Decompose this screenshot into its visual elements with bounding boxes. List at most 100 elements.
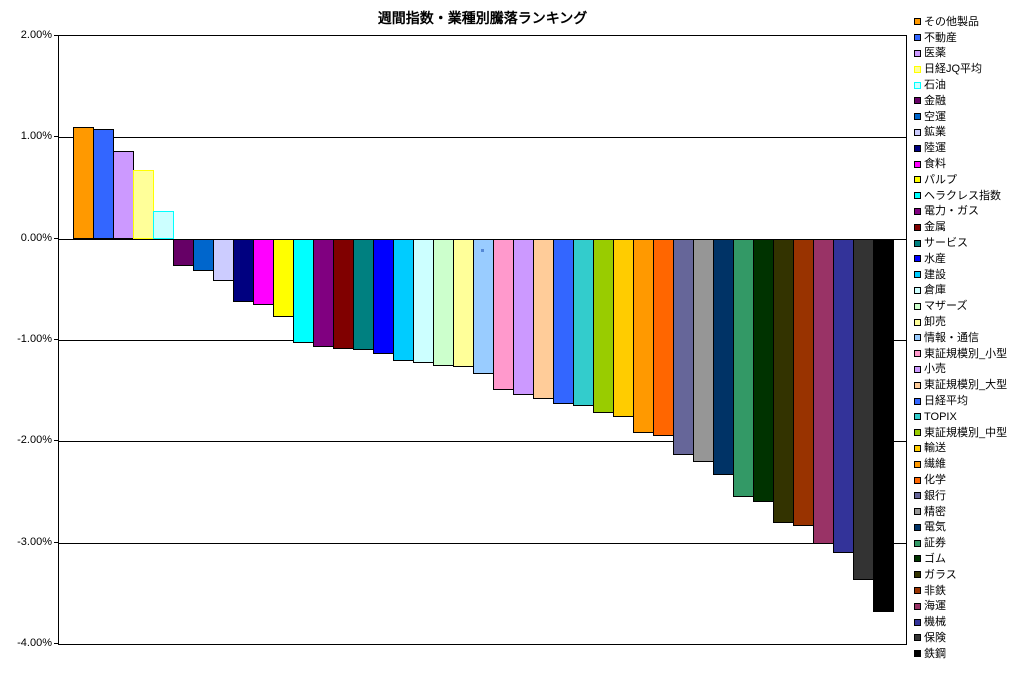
legend-label: 建設 [924,268,946,281]
legend-item: 東証規模別_小型 [914,346,1007,362]
legend-label: サービス [924,237,968,250]
legend-swatch-icon [914,49,921,57]
legend-item: 倉庫 [914,283,1007,299]
legend-swatch-icon [914,97,921,105]
chart-bar [813,239,834,544]
legend-swatch-icon [914,192,921,200]
legend-swatch-icon [914,65,921,73]
chart-bar [393,239,414,361]
chart-bar [253,239,274,305]
y-axis-tick [54,339,58,340]
legend-label: 金属 [924,221,946,234]
legend-swatch-icon [914,587,921,595]
legend-item: 空運 [914,109,1007,125]
legend-swatch-icon [914,144,921,152]
chart-bar [433,239,454,366]
legend-item: 精密 [914,504,1007,520]
y-axis-tick [54,238,58,239]
legend-swatch-icon [914,397,921,405]
legend-item: 輸送 [914,441,1007,457]
gridline [59,543,906,544]
chart-bar [473,239,494,374]
legend-swatch-icon [914,302,921,310]
chart-bar [793,239,814,526]
chart-bar [873,239,894,612]
legend-item: 非鉄 [914,583,1007,599]
legend-item: 電気 [914,520,1007,536]
legend-swatch-icon [914,539,921,547]
legend-swatch-icon [914,350,921,358]
legend-item: 建設 [914,267,1007,283]
chart-bar [413,239,434,363]
legend-label: 機械 [924,616,946,629]
legend-swatch-icon [914,429,921,437]
y-axis-label: -1.00% [17,333,52,345]
legend-label: ヘラクレス指数 [924,189,1001,202]
legend-label: 小売 [924,363,946,376]
legend-item: その他製品 [914,14,1007,30]
legend-item: 金属 [914,219,1007,235]
chart-title: 週間指数・業種別騰落ランキング [377,10,588,26]
y-axis-tick [54,643,58,644]
legend-swatch-icon [914,128,921,136]
legend-label: 保険 [924,631,946,644]
legend-swatch-icon [914,650,921,658]
gridline [59,137,906,138]
legend-item: 情報・通信 [914,330,1007,346]
chart-bar [833,239,854,553]
legend-item: 繊維 [914,456,1007,472]
y-axis-label: 0.00% [20,232,52,244]
chart-bar [593,239,614,413]
legend-item: ヘラクレス指数 [914,188,1007,204]
chart-bar [493,239,514,390]
chart-bar [753,239,774,502]
chart-bar [73,127,94,239]
legend-swatch-icon [914,239,921,247]
legend-item: 機械 [914,614,1007,630]
plot-area [58,35,907,645]
legend-swatch-icon [914,34,921,42]
chart-bar [353,239,374,350]
legend-swatch-icon [914,634,921,642]
legend-swatch-icon [914,160,921,168]
legend-swatch-icon [914,255,921,263]
chart-bar [133,170,154,239]
legend-item: 医薬 [914,46,1007,62]
legend-swatch-icon [914,318,921,326]
chart-bar [773,239,794,523]
legend-label: 空運 [924,110,946,123]
legend-label: 金融 [924,94,946,107]
legend-label: 陸運 [924,142,946,155]
legend-swatch-icon [914,176,921,184]
legend-label: 電力・ガス [924,205,979,218]
legend-item: 鉄鋼 [914,646,1007,662]
legend-label: 東証規模別_小型 [924,347,1008,360]
chart-bar [293,239,314,343]
legend-swatch-icon [914,365,921,373]
legend-item: パルプ [914,172,1007,188]
legend-label: 証券 [924,537,946,550]
legend-label: ゴム [924,552,946,565]
legend-swatch-icon [914,618,921,626]
legend-swatch-icon [914,286,921,294]
chart-bar [853,239,874,580]
legend-label: 海運 [924,600,946,613]
screen-artifact-dot [481,249,484,252]
legend-label: 食料 [924,158,946,171]
legend-label: 水産 [924,252,946,265]
legend-label: 繊維 [924,458,946,471]
legend-item: 証券 [914,535,1007,551]
legend-label: 日経JQ平均 [924,63,983,76]
legend-label: 鉄鋼 [924,647,946,660]
chart-bar [513,239,534,395]
chart-bar [93,129,114,239]
legend-swatch-icon [914,444,921,452]
legend-label: 石油 [924,79,946,92]
legend-swatch-icon [914,207,921,215]
legend-item: 水産 [914,251,1007,267]
legend-label: 不動産 [924,31,957,44]
legend-swatch-icon [914,476,921,484]
legend-swatch-icon [914,523,921,531]
legend-label: 医薬 [924,47,946,60]
